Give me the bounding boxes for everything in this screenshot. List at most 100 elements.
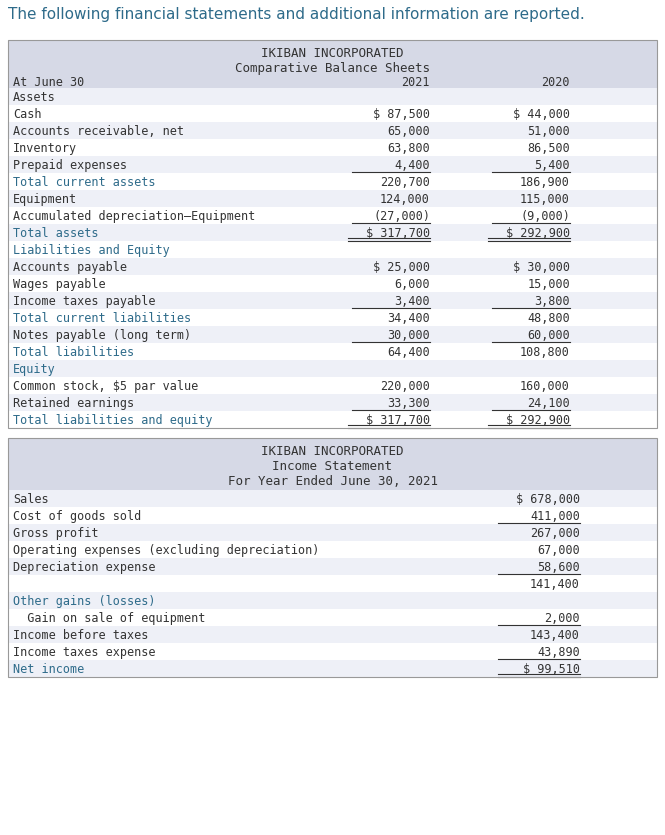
Bar <box>8 173 657 190</box>
Text: 5,400: 5,400 <box>535 159 570 172</box>
Bar <box>8 224 657 241</box>
Text: Assets: Assets <box>13 91 56 104</box>
Text: IKIBAN INCORPORATED: IKIBAN INCORPORATED <box>261 47 404 60</box>
Text: 30,000: 30,000 <box>387 329 430 342</box>
Bar <box>8 105 657 122</box>
Text: Wages payable: Wages payable <box>13 278 106 291</box>
Text: Common stock, $5 par value: Common stock, $5 par value <box>13 380 198 393</box>
Text: Accumulated depreciation–Equipment: Accumulated depreciation–Equipment <box>13 210 255 223</box>
Text: 43,890: 43,890 <box>537 646 580 659</box>
Text: (27,000): (27,000) <box>373 210 430 223</box>
Text: 24,100: 24,100 <box>527 397 570 410</box>
Text: Depreciation expense: Depreciation expense <box>13 561 156 574</box>
Text: 143,400: 143,400 <box>530 629 580 642</box>
Text: 2020: 2020 <box>541 76 570 89</box>
Text: Total current assets: Total current assets <box>13 176 156 189</box>
Text: 124,000: 124,000 <box>380 193 430 206</box>
Text: Net income: Net income <box>13 663 84 676</box>
Bar <box>8 292 657 309</box>
Text: 220,000: 220,000 <box>380 380 430 393</box>
Text: 3,800: 3,800 <box>535 295 570 308</box>
Text: Income taxes expense: Income taxes expense <box>13 646 156 659</box>
Text: Gain on sale of equipment: Gain on sale of equipment <box>13 612 205 625</box>
Text: $ 87,500: $ 87,500 <box>373 108 430 121</box>
Text: 108,800: 108,800 <box>520 346 570 359</box>
Text: $ 30,000: $ 30,000 <box>513 261 570 274</box>
Bar <box>8 207 657 224</box>
Text: $ 678,000: $ 678,000 <box>516 493 580 506</box>
Bar <box>8 156 657 173</box>
Text: Accounts payable: Accounts payable <box>13 261 127 274</box>
Text: For Year Ended June 30, 2021: For Year Ended June 30, 2021 <box>227 475 438 488</box>
Text: 64,400: 64,400 <box>387 346 430 359</box>
Text: Equipment: Equipment <box>13 193 77 206</box>
Text: 220,700: 220,700 <box>380 176 430 189</box>
Text: Prepaid expenses: Prepaid expenses <box>13 159 127 172</box>
Bar <box>8 490 657 507</box>
Bar <box>8 524 657 541</box>
Bar <box>8 309 657 326</box>
Bar <box>8 139 657 156</box>
Bar <box>8 411 657 428</box>
Text: Liabilities and Equity: Liabilities and Equity <box>13 244 170 257</box>
Text: (9,000): (9,000) <box>520 210 570 223</box>
Text: 58,600: 58,600 <box>537 561 580 574</box>
Bar <box>8 40 657 428</box>
Text: Operating expenses (excluding depreciation): Operating expenses (excluding depreciati… <box>13 544 319 557</box>
Text: Cost of goods sold: Cost of goods sold <box>13 510 141 523</box>
Text: 141,400: 141,400 <box>530 578 580 591</box>
Bar <box>8 88 657 105</box>
Text: $ 99,510: $ 99,510 <box>523 663 580 676</box>
Text: Total current liabilities: Total current liabilities <box>13 312 191 325</box>
Bar <box>8 438 657 677</box>
Bar <box>8 40 657 88</box>
Text: $ 292,900: $ 292,900 <box>506 227 570 240</box>
Text: The following financial statements and additional information are reported.: The following financial statements and a… <box>8 7 585 22</box>
Text: 2021: 2021 <box>402 76 430 89</box>
Text: Accounts receivable, net: Accounts receivable, net <box>13 125 184 138</box>
Bar <box>8 360 657 377</box>
Text: 160,000: 160,000 <box>520 380 570 393</box>
Text: $ 292,900: $ 292,900 <box>506 414 570 427</box>
Text: 6,000: 6,000 <box>394 278 430 291</box>
Bar <box>8 122 657 139</box>
Text: 267,000: 267,000 <box>530 527 580 540</box>
Text: 65,000: 65,000 <box>387 125 430 138</box>
Text: Comparative Balance Sheets: Comparative Balance Sheets <box>235 62 430 75</box>
Text: 60,000: 60,000 <box>527 329 570 342</box>
Text: 63,800: 63,800 <box>387 142 430 155</box>
Bar <box>8 575 657 592</box>
Bar <box>8 343 657 360</box>
Text: $ 317,700: $ 317,700 <box>366 227 430 240</box>
Text: Retained earnings: Retained earnings <box>13 397 134 410</box>
Text: 411,000: 411,000 <box>530 510 580 523</box>
Text: 4,400: 4,400 <box>394 159 430 172</box>
Text: Equity: Equity <box>13 363 56 376</box>
Text: Inventory: Inventory <box>13 142 77 155</box>
Bar <box>8 592 657 609</box>
Text: 48,800: 48,800 <box>527 312 570 325</box>
Text: 34,400: 34,400 <box>387 312 430 325</box>
Text: Income taxes payable: Income taxes payable <box>13 295 156 308</box>
Text: At June 30: At June 30 <box>13 76 84 89</box>
Text: 2,000: 2,000 <box>545 612 580 625</box>
Bar <box>8 558 657 575</box>
Bar <box>8 541 657 558</box>
Bar <box>8 258 657 275</box>
Text: Other gains (losses): Other gains (losses) <box>13 595 156 608</box>
Bar <box>8 275 657 292</box>
Text: Cash: Cash <box>13 108 41 121</box>
Text: $ 25,000: $ 25,000 <box>373 261 430 274</box>
Text: Sales: Sales <box>13 493 49 506</box>
Bar <box>8 438 657 490</box>
Bar <box>8 660 657 677</box>
Text: 67,000: 67,000 <box>537 544 580 557</box>
Text: Total liabilities and equity: Total liabilities and equity <box>13 414 213 427</box>
Text: 186,900: 186,900 <box>520 176 570 189</box>
Bar <box>8 609 657 626</box>
Bar <box>8 326 657 343</box>
Bar <box>8 507 657 524</box>
Bar <box>8 377 657 394</box>
Text: Income before taxes: Income before taxes <box>13 629 148 642</box>
Bar <box>8 626 657 643</box>
